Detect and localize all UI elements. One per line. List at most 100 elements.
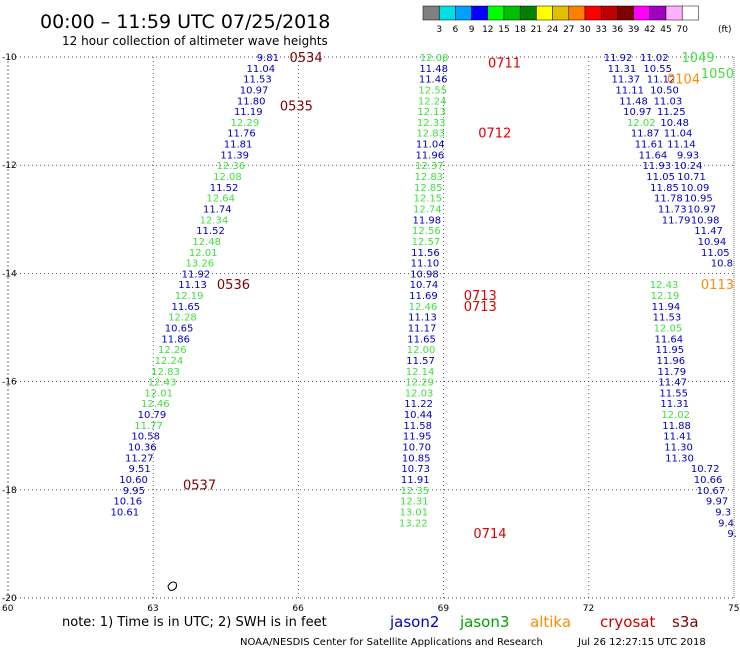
colorbar-label: 18 bbox=[514, 25, 526, 35]
satellite-track: 12.0811.4811.4612.5512.2412.1312.3312.83… bbox=[399, 53, 448, 529]
colorbar-swatch bbox=[455, 5, 472, 21]
wave-height-value: 11.96 bbox=[415, 150, 444, 161]
colorbar-label: 45 bbox=[660, 25, 671, 35]
satellite-legend-item: jason2 bbox=[389, 613, 439, 631]
lat-tick-label: -14 bbox=[2, 269, 17, 279]
colorbar-label: 3 bbox=[436, 25, 442, 35]
time-label: 0712 bbox=[478, 127, 511, 142]
wave-height-value: 10.66 bbox=[694, 475, 723, 486]
wave-height-value: 13.22 bbox=[399, 518, 428, 529]
wave-height-value: 11.46 bbox=[419, 75, 448, 86]
wave-height-value: 10.8 bbox=[711, 259, 733, 270]
lat-tick-label: -20 bbox=[2, 594, 17, 604]
wave-height-value: 11.61 bbox=[635, 140, 664, 151]
lat-tick-label: -12 bbox=[2, 161, 17, 171]
wave-height-value: 10.60 bbox=[119, 475, 148, 486]
wave-height-value: 11.95 bbox=[656, 345, 685, 356]
colorbar-swatch bbox=[617, 5, 634, 21]
wave-height-value: 12.34 bbox=[200, 215, 229, 226]
wave-height-value: 11.14 bbox=[667, 140, 696, 151]
wave-height-value: 11.76 bbox=[227, 129, 256, 140]
wave-height-value: 11.03 bbox=[654, 96, 683, 107]
satellite-legend: jason2 jason3 altika cryosat s3a bbox=[389, 613, 699, 631]
wave-height-value: 11.13 bbox=[408, 313, 437, 324]
wave-height-value: 11.93 bbox=[642, 161, 671, 172]
wave-height-value: 12.01 bbox=[144, 388, 173, 399]
wave-height-value: 9. bbox=[727, 529, 737, 540]
wave-height-value: 10.58 bbox=[131, 432, 160, 443]
wave-height-value: 12.24 bbox=[155, 356, 184, 367]
wave-height-value: 10.24 bbox=[674, 161, 703, 172]
time-label: 0713 bbox=[464, 300, 497, 315]
wave-height-value: 11.85 bbox=[650, 183, 679, 194]
wave-height-value: 12.13 bbox=[417, 107, 446, 118]
wave-height-value: 12.28 bbox=[168, 313, 197, 324]
wave-height-value: 11.95 bbox=[403, 432, 432, 443]
wave-height-value: 11.98 bbox=[413, 215, 442, 226]
wave-height-value: 12.14 bbox=[406, 367, 435, 378]
wave-height-value: 12.64 bbox=[206, 194, 235, 205]
footer-timestamp: Jul 26 12:27:15 UTC 2018 bbox=[577, 637, 706, 648]
wave-height-value: 12.29 bbox=[405, 378, 434, 389]
wave-height-value: 11.86 bbox=[161, 334, 190, 345]
time-label: 1050 bbox=[701, 67, 734, 82]
colorbar-swatch bbox=[487, 5, 505, 21]
wave-height-value: 12.19 bbox=[175, 291, 204, 302]
wave-height-value: 11.81 bbox=[224, 140, 253, 151]
wave-height-value: 11.58 bbox=[403, 421, 432, 432]
wave-height-value: 11.39 bbox=[220, 150, 249, 161]
colorbar-label: 70 bbox=[676, 25, 688, 35]
wave-height-value: 11.52 bbox=[196, 226, 225, 237]
wave-height-value: 11.12 bbox=[647, 75, 676, 86]
lon-tick-label: 69 bbox=[438, 604, 450, 614]
wave-height-value: 9.81 bbox=[257, 53, 279, 64]
colorbar-swatch bbox=[649, 5, 667, 21]
colorbar-label: 36 bbox=[612, 25, 624, 35]
wave-height-value: 13.26 bbox=[186, 259, 215, 270]
wave-height-value: 12.83 bbox=[416, 129, 445, 140]
lon-tick-label: 60 bbox=[2, 604, 14, 614]
wave-height-value: 10.98 bbox=[410, 269, 439, 280]
time-label: 0713 bbox=[464, 289, 497, 304]
wave-height-value: 10.72 bbox=[691, 464, 720, 475]
satellite-track: 11.9211.3111.3711.1111.4810.9712.0211.87… bbox=[604, 53, 691, 226]
wave-height-value: 11.02 bbox=[640, 53, 669, 64]
wave-height-value: 12.26 bbox=[158, 345, 187, 356]
colorbar-label: 12 bbox=[482, 25, 493, 35]
colorbar-label: 24 bbox=[547, 25, 559, 35]
wave-height-value: 11.96 bbox=[656, 356, 685, 367]
lat-tick-label: -10 bbox=[2, 53, 17, 63]
wave-height-value: 10.70 bbox=[402, 443, 431, 454]
wave-height-value: 12.36 bbox=[217, 161, 246, 172]
wave-height-value: 11.41 bbox=[663, 432, 692, 443]
wave-height-value: 11.31 bbox=[608, 64, 637, 75]
wave-height-value: 11.88 bbox=[662, 421, 691, 432]
colorbar-label: 30 bbox=[579, 25, 591, 35]
wave-height-value: 10.97 bbox=[623, 107, 652, 118]
wave-height-value: 9.3 bbox=[715, 507, 731, 518]
wave-height-value: 12.19 bbox=[651, 291, 680, 302]
colorbar-swatch bbox=[665, 5, 683, 21]
colorbar-labels: 3 6 9 12 15 18 21 24 27 30 33 36 39 42 45 70 bbox=[436, 25, 688, 35]
colorbar-label: 33 bbox=[595, 25, 606, 35]
lon-tick-label: 63 bbox=[147, 604, 158, 614]
satellite-legend-item: cryosat bbox=[600, 613, 655, 631]
footer-credit: NOAA/NESDIS Center for Satellite Applica… bbox=[240, 637, 543, 648]
wave-height-value: 12.48 bbox=[192, 237, 221, 248]
wave-height-value: 10.95 bbox=[684, 194, 713, 205]
wave-height-value: 12.02 bbox=[661, 410, 690, 421]
satellite-track: 11.0210.5511.1210.5011.0311.2510.4811.04… bbox=[640, 53, 733, 270]
page-title: 00:00 – 11:59 UTC 07/25/2018 bbox=[40, 11, 330, 33]
wave-height-value: 10.79 bbox=[138, 410, 167, 421]
wave-height-value: 11.05 bbox=[701, 248, 730, 259]
wave-height-value: 10.97 bbox=[687, 204, 716, 215]
wave-height-colorbar bbox=[422, 5, 699, 21]
wave-height-value: 11.30 bbox=[665, 453, 694, 464]
wave-height-value: 12.01 bbox=[189, 248, 218, 259]
wave-height-value: 11.56 bbox=[411, 248, 440, 259]
wave-height-value: 11.77 bbox=[134, 421, 163, 432]
island-shape bbox=[167, 581, 178, 591]
wave-height-value: 11.25 bbox=[657, 107, 686, 118]
wave-height-value: 11.17 bbox=[408, 324, 437, 335]
